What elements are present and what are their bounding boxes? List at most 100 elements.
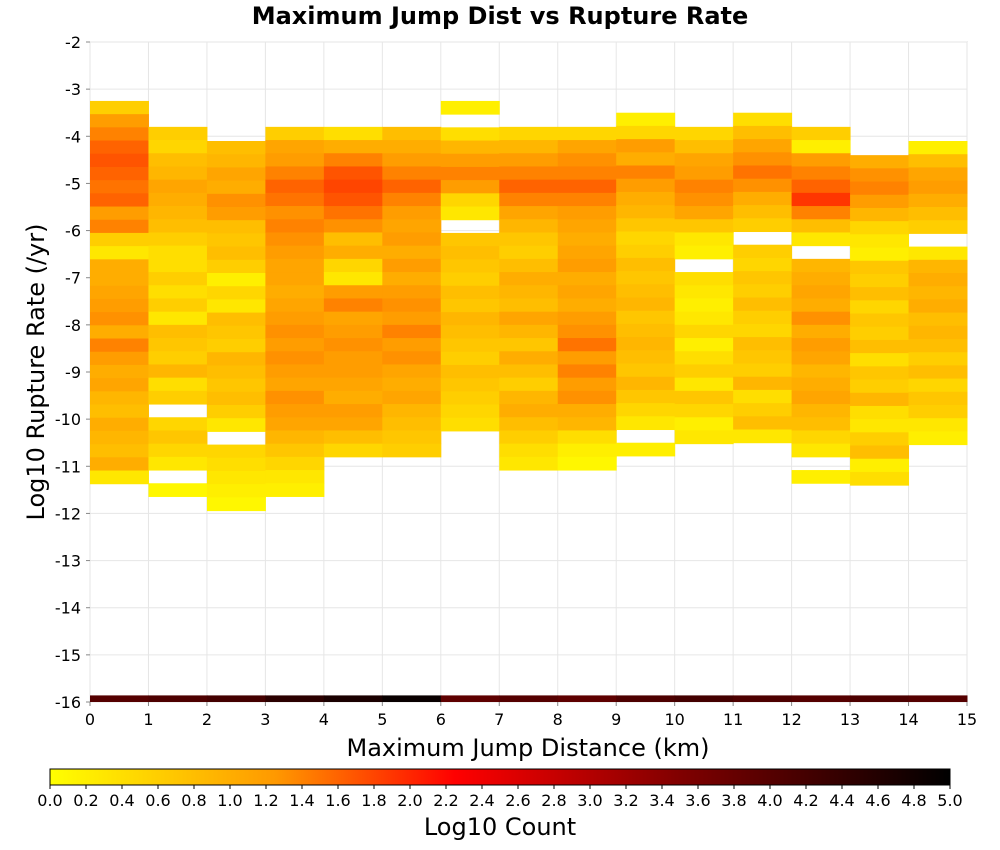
- heatmap-cell: [850, 353, 910, 367]
- heatmap-cell: [206, 220, 266, 234]
- heatmap-cell: [90, 351, 149, 366]
- heatmap-cell: [499, 219, 559, 233]
- heatmap-cell: [148, 232, 208, 247]
- colorbar-tick-label: 3.6: [685, 791, 710, 810]
- x-tick-label: 14: [898, 710, 918, 729]
- heatmap-cell: [616, 284, 676, 299]
- heatmap-cell: [206, 497, 266, 512]
- colorbar-tick-label: 1.4: [289, 791, 314, 810]
- heatmap-cell: [382, 153, 442, 167]
- heatmap-cell: [148, 192, 208, 207]
- heatmap-cell: [499, 456, 559, 471]
- heatmap-cell: [499, 245, 559, 260]
- heatmap-cell: [148, 206, 208, 220]
- colorbar-tick-label: 4.4: [829, 791, 854, 810]
- x-tick-label: 11: [723, 710, 743, 729]
- heatmap-cell: [323, 390, 383, 405]
- heatmap-cell: [499, 311, 559, 326]
- heatmap-cell: [323, 695, 383, 702]
- heatmap-cell: [499, 338, 559, 352]
- heatmap-cell: [791, 298, 851, 313]
- heatmap-cell: [440, 206, 500, 221]
- heatmap-cell: [616, 231, 676, 246]
- colorbar-tick-label: 3.8: [721, 791, 746, 810]
- heatmap-cell: [265, 364, 325, 379]
- heatmap-cell: [908, 365, 968, 380]
- heatmap-cell: [791, 285, 851, 299]
- heatmap-cell: [908, 259, 968, 274]
- heatmap-cell: [616, 323, 676, 338]
- heatmap-cell: [674, 192, 734, 207]
- heatmap-cell: [148, 272, 208, 286]
- colorbar-tick-label: 4.8: [901, 791, 926, 810]
- heatmap-cell: [791, 390, 851, 405]
- colorbar-tick-label: 2.8: [541, 791, 566, 810]
- heatmap-cell: [323, 364, 383, 379]
- heatmap-cell: [148, 324, 208, 339]
- heatmap-cell: [206, 378, 266, 393]
- heatmap-cell: [557, 430, 617, 445]
- heatmap-cell: [791, 695, 851, 702]
- heatmap-cell: [674, 219, 734, 233]
- heatmap-cell: [791, 272, 851, 286]
- heatmap-cell: [440, 193, 500, 208]
- heatmap-cell: [791, 338, 851, 352]
- heatmap-cell: [557, 140, 617, 154]
- y-tick-label: -3: [65, 80, 81, 99]
- heatmap-cell: [265, 483, 325, 497]
- heatmap-cell: [323, 206, 383, 220]
- heatmap-cell: [850, 247, 910, 262]
- heatmap-cell: [557, 404, 617, 418]
- heatmap-cell: [90, 325, 149, 340]
- heatmap-cell: [791, 153, 851, 167]
- heatmap-cell: [850, 695, 910, 702]
- heatmap-cell: [382, 285, 442, 299]
- heatmap-cell: [850, 339, 910, 354]
- y-tick-label: -2: [65, 33, 81, 52]
- heatmap-cell: [148, 351, 208, 365]
- heatmap-cell: [557, 232, 617, 247]
- heatmap-cell: [265, 232, 325, 247]
- heatmap-cell: [791, 140, 851, 154]
- heatmap-cell: [499, 166, 559, 181]
- heatmap-cell: [499, 377, 559, 392]
- heatmap-cell: [674, 364, 734, 379]
- heatmap-cell: [908, 299, 968, 314]
- heatmap-cell: [499, 285, 559, 299]
- heatmap-cell: [90, 417, 149, 432]
- heatmap-cell: [206, 259, 266, 274]
- heatmap-cell: [206, 391, 266, 406]
- heatmap-cell: [733, 244, 793, 259]
- heatmap-cell: [499, 404, 559, 418]
- heatmap-cell: [499, 390, 559, 405]
- heatmap-cell: [616, 363, 676, 378]
- heatmap-cell: [616, 152, 676, 167]
- heatmap-cell: [791, 404, 851, 418]
- heatmap-cell: [440, 404, 500, 419]
- heatmap-cell: [499, 324, 559, 339]
- heatmap-cell: [323, 153, 383, 167]
- heatmap-cell: [557, 166, 617, 181]
- heatmap-cell: [148, 338, 208, 352]
- heatmap-cell: [382, 311, 442, 326]
- heatmap-cell: [674, 245, 734, 260]
- heatmap-cell: [499, 430, 559, 445]
- heatmap-cell: [382, 338, 442, 352]
- heatmap-cell: [733, 205, 793, 219]
- heatmap-cell: [323, 285, 383, 299]
- heatmap-cell: [148, 219, 208, 233]
- heatmap-cell: [850, 273, 910, 288]
- heatmap-cell: [265, 272, 325, 286]
- heatmap-cell: [616, 139, 676, 153]
- heatmap-cell: [616, 112, 676, 127]
- heatmap-cell: [440, 338, 500, 353]
- heatmap-cell: [148, 140, 208, 154]
- heatmap-cell: [616, 442, 676, 457]
- y-tick-label: -4: [65, 127, 81, 146]
- heatmap-cell: [674, 232, 734, 247]
- heatmap-cell: [499, 364, 559, 379]
- heatmap-cell: [90, 470, 149, 485]
- heatmap-cell: [206, 418, 266, 432]
- heatmap-cell: [557, 179, 617, 194]
- heatmap-cell: [557, 456, 617, 471]
